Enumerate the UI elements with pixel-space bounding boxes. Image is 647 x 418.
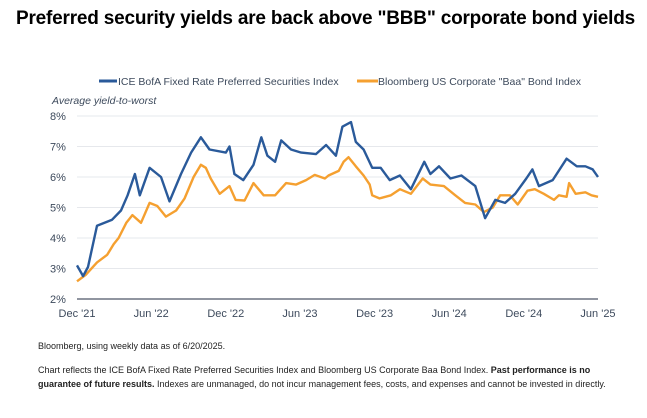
y-axis-label: Average yield-to-worst bbox=[51, 95, 157, 107]
x-tick-label: Jun '25 bbox=[580, 308, 615, 320]
x-tick-label: Dec '22 bbox=[207, 308, 244, 320]
x-tick-label: Dec '24 bbox=[505, 308, 542, 320]
y-tick-label: 2% bbox=[50, 294, 66, 306]
y-tick-label: 5% bbox=[50, 203, 66, 215]
x-tick-label: Jun '22 bbox=[134, 308, 169, 320]
source-note: Bloomberg, using weekly data as of 6/20/… bbox=[38, 341, 226, 351]
legend: ICE BofA Fixed Rate Preferred Securities… bbox=[99, 76, 582, 88]
series-line-baa bbox=[76, 155, 599, 283]
y-tick-label: 4% bbox=[50, 233, 66, 245]
legend-label-preferred: ICE BofA Fixed Rate Preferred Securities… bbox=[118, 76, 339, 88]
chart-title: Preferred security yields are back above… bbox=[16, 8, 635, 29]
series-line-preferred bbox=[75, 120, 599, 278]
y-tick-label: 3% bbox=[50, 264, 66, 276]
x-tick-label: Jun '24 bbox=[432, 308, 467, 320]
x-tick-label: Jun '23 bbox=[282, 308, 317, 320]
line-chart: ICE BofA Fixed Rate Preferred Securities… bbox=[50, 76, 616, 320]
disclaimer-text-end: Indexes are unmanaged, do not incur mana… bbox=[154, 379, 606, 389]
legend-label-baa: Bloomberg US Corporate "Baa" Bond Index bbox=[378, 76, 582, 88]
y-tick-label: 8% bbox=[50, 111, 66, 123]
disclaimer: Chart reflects the ICE BofA Fixed Rate P… bbox=[38, 363, 608, 391]
disclaimer-bold: Past performance is no guarantee of futu… bbox=[38, 365, 591, 389]
y-tick-label: 6% bbox=[50, 172, 66, 184]
x-tick-label: Dec '21 bbox=[59, 308, 96, 320]
x-tick-label: Dec '23 bbox=[356, 308, 393, 320]
disclaimer-text: Chart reflects the ICE BofA Fixed Rate P… bbox=[38, 365, 491, 375]
y-tick-label: 7% bbox=[50, 142, 66, 154]
